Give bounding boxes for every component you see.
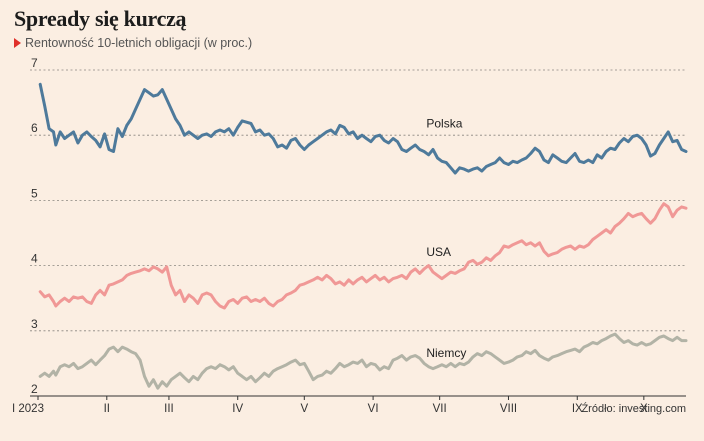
series-lines <box>38 82 688 390</box>
chart-subtitle: Rentowność 10-letnich obligacji (w proc.… <box>14 36 252 50</box>
x-tick-label: IX <box>572 403 583 415</box>
y-tick-label: 5 <box>31 186 38 200</box>
x-tick-label: II <box>104 403 110 415</box>
x-tick-label: III <box>164 403 174 415</box>
x-tick-label: X <box>640 403 648 415</box>
series-label-polska: Polska <box>426 116 462 130</box>
red-triangle-icon <box>14 38 21 48</box>
y-tick-label: 7 <box>31 56 38 70</box>
subtitle-text: Rentowność 10-letnich obligacji (w proc.… <box>25 36 253 50</box>
series-line-niemcy <box>38 332 688 390</box>
x-tick-label: VII <box>433 403 447 415</box>
x-axis: I 2023 II III IV V VI VII VIII IX X <box>12 395 686 415</box>
series-line-usa <box>38 202 688 310</box>
x-tick-label: IV <box>232 403 243 415</box>
x-tick-label: I 2023 <box>12 403 44 415</box>
y-tick-label: 4 <box>31 252 38 266</box>
source-note: Źródło: investing.com <box>581 403 686 415</box>
series-label-usa: USA <box>426 245 451 259</box>
chart-title: Spready się kurczą <box>14 6 187 31</box>
gridlines <box>30 69 686 332</box>
x-tick-label: VI <box>368 403 379 415</box>
y-tick-label: 2 <box>31 382 38 396</box>
x-tick-label: VIII <box>500 403 517 415</box>
y-tick-label: 3 <box>31 317 38 331</box>
y-tick-label: 6 <box>31 121 38 135</box>
x-tick-label: V <box>300 403 308 415</box>
series-line-polska <box>38 82 688 175</box>
series-label-niemcy: Niemcy <box>426 346 466 360</box>
y-axis-ticks: 2 3 4 5 6 7 <box>31 56 38 396</box>
series-labels: Niemcy USA Polska <box>426 116 466 360</box>
